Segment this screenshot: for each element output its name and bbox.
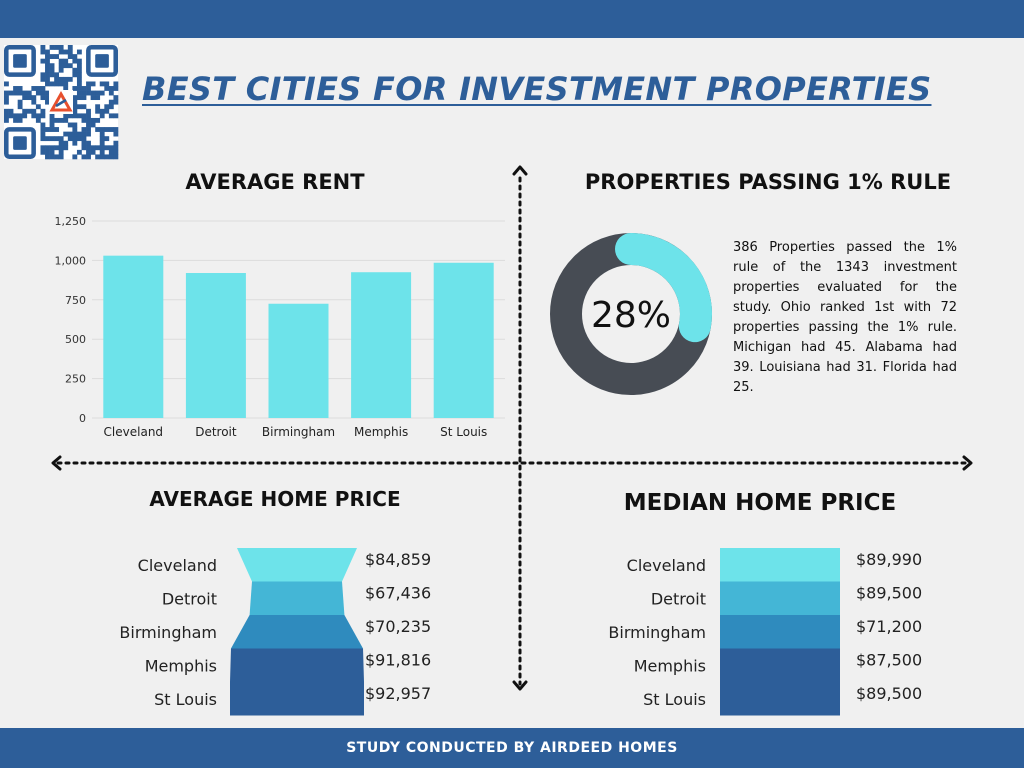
y-tick-label: 1,250	[55, 215, 87, 228]
x-tick-label: Cleveland	[104, 425, 164, 439]
funnel-segment	[249, 581, 345, 615]
qr-modules	[4, 45, 119, 160]
bar	[103, 255, 164, 418]
category-label: Detroit	[651, 589, 706, 608]
funnel-segment	[230, 682, 364, 716]
median-price-funnel: Cleveland $89,990 Detroit $89,500 Birmingham…	[608, 548, 922, 716]
qr-code-icon	[3, 44, 119, 160]
category-label: Cleveland	[627, 556, 706, 575]
donut-center-label: 28%	[591, 295, 671, 336]
arrow-right-icon	[962, 455, 973, 471]
page-title: BEST CITIES FOR INVESTMENT PROPERTIES	[142, 70, 932, 108]
value-label: $92,957	[365, 684, 431, 703]
bar	[268, 303, 329, 418]
funnel-segment	[230, 615, 364, 649]
arrow-up-icon	[512, 165, 528, 176]
x-tick-label: Memphis	[354, 425, 408, 439]
value-label: $84,859	[365, 550, 431, 569]
funnel-segment	[720, 615, 840, 649]
funnel-segment	[720, 648, 840, 682]
value-label: $89,990	[856, 550, 922, 569]
y-tick-label: 0	[79, 412, 86, 425]
y-tick-label: 250	[65, 373, 86, 386]
airdeed-logo-mark	[55, 98, 67, 108]
value-label: $89,500	[856, 684, 922, 703]
funnel-segment	[230, 648, 364, 682]
funnel-segment	[236, 548, 358, 582]
arrow-down-icon	[512, 680, 528, 691]
rule-donut-chart: 28%	[550, 233, 712, 395]
category-label: Cleveland	[138, 556, 217, 575]
bar	[433, 262, 494, 418]
value-label: $89,500	[856, 583, 922, 602]
x-tick-label: Birmingham	[262, 425, 335, 439]
x-tick-label: St Louis	[440, 425, 487, 439]
rent-chart-title: AVERAGE RENT	[185, 170, 365, 194]
qr-finder	[3, 127, 36, 160]
category-label: Memphis	[145, 656, 217, 675]
category-label: Birmingham	[608, 623, 706, 642]
category-label: St Louis	[154, 690, 217, 709]
x-tick-label: Detroit	[195, 425, 237, 439]
value-label: $71,200	[856, 617, 922, 636]
avg-price-funnel: Cleveland $84,859 Detroit $67,436 Birmingham…	[119, 548, 431, 716]
qr-finder	[86, 44, 119, 77]
value-label: $67,436	[365, 583, 431, 602]
y-tick-label: 1,000	[55, 254, 87, 267]
y-tick-label: 500	[65, 333, 86, 346]
value-label: $70,235	[365, 617, 431, 636]
category-label: Birmingham	[119, 623, 217, 642]
funnel-segment	[720, 548, 840, 582]
qr-finder	[3, 44, 36, 77]
rule-chart-title: PROPERTIES PASSING 1% RULE	[584, 170, 952, 194]
footer-banner: STUDY CONDUCTED BY AIRDEED HOMES	[0, 728, 1024, 768]
arrow-left-icon	[51, 455, 62, 471]
median-price-chart-title: MEDIAN HOME PRICE	[623, 490, 897, 516]
avg-price-chart-title: AVERAGE HOME PRICE	[149, 487, 401, 511]
category-label: St Louis	[643, 690, 706, 709]
category-label: Memphis	[634, 656, 706, 675]
qr-finder-center	[95, 54, 109, 68]
bar	[185, 273, 246, 418]
rule-description: 386 Properties passed the 1% rule of the…	[733, 240, 957, 395]
value-label: $87,500	[856, 650, 922, 669]
y-tick-label: 750	[65, 294, 86, 307]
top-bar	[0, 0, 1024, 38]
funnel-segment	[720, 581, 840, 615]
qr-finder-center	[13, 136, 27, 150]
value-label: $91,816	[365, 650, 431, 669]
double-arrow-icon	[51, 165, 973, 691]
donut-slice	[615, 233, 712, 343]
bar	[351, 272, 412, 418]
category-label: Detroit	[162, 589, 217, 608]
airdeed-logo-icon	[49, 90, 73, 112]
qr-finder-center	[13, 54, 27, 68]
rent-bar-chart: 0 250 500 750 1,000 1,250 Cleveland Detroit Birm…	[55, 215, 505, 439]
funnel-segment	[720, 682, 840, 716]
